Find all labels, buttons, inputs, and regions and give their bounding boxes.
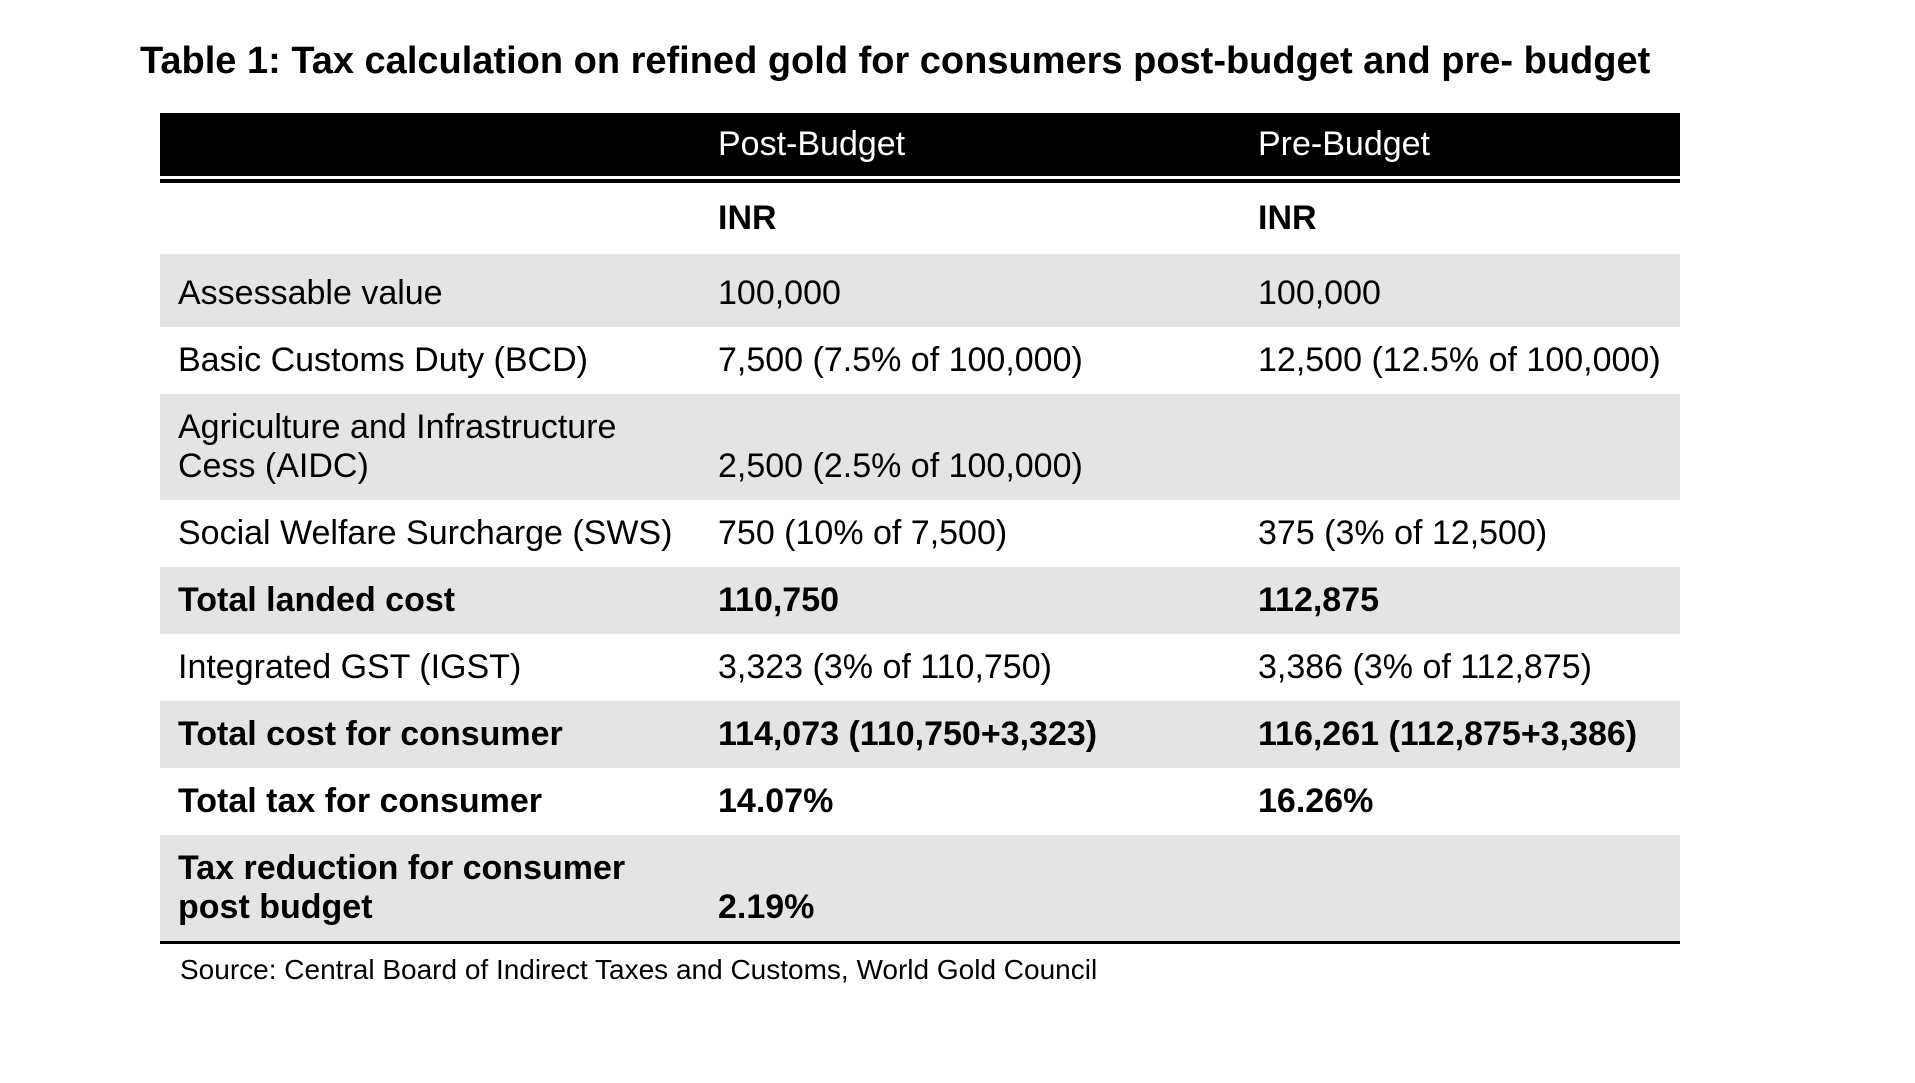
row-post-value: 100,000 (700, 257, 1240, 327)
table-row: Basic Customs Duty (BCD)7,500 (7.5% of 1… (160, 327, 1680, 394)
row-label: Total tax for consumer (160, 768, 700, 835)
row-label: Social Welfare Surcharge (SWS) (160, 500, 700, 567)
row-post-value: 2,500 (2.5% of 100,000) (700, 394, 1240, 500)
subheader-pre: INR (1240, 183, 1680, 257)
row-post-value: 7,500 (7.5% of 100,000) (700, 327, 1240, 394)
row-post-value: 750 (10% of 7,500) (700, 500, 1240, 567)
subheader-post: INR (700, 183, 1240, 257)
source-note: Source: Central Board of Indirect Taxes … (140, 954, 1775, 986)
row-post-value: 14.07% (700, 768, 1240, 835)
row-pre-value: 100,000 (1240, 257, 1680, 327)
row-label: Integrated GST (IGST) (160, 634, 700, 701)
header-pre-budget: Pre-Budget (1240, 113, 1680, 178)
row-pre-value (1240, 394, 1680, 500)
row-post-value: 110,750 (700, 567, 1240, 634)
table-row: Assessable value100,000100,000 (160, 257, 1680, 327)
row-label: Total landed cost (160, 567, 700, 634)
row-pre-value (1240, 835, 1680, 943)
table-row: Tax reduction for consumer post budget2.… (160, 835, 1680, 943)
row-post-value: 2.19% (700, 835, 1240, 943)
row-pre-value: 112,875 (1240, 567, 1680, 634)
header-post-budget: Post-Budget (700, 113, 1240, 178)
table-header-row: Post-Budget Pre-Budget (160, 113, 1680, 178)
row-post-value: 3,323 (3% of 110,750) (700, 634, 1240, 701)
table-row: Social Welfare Surcharge (SWS)750 (10% o… (160, 500, 1680, 567)
row-pre-value: 12,500 (12.5% of 100,000) (1240, 327, 1680, 394)
table-row: Total tax for consumer14.07%16.26% (160, 768, 1680, 835)
row-pre-value: 3,386 (3% of 112,875) (1240, 634, 1680, 701)
row-label: Basic Customs Duty (BCD) (160, 327, 700, 394)
page-container: Table 1: Tax calculation on refined gold… (0, 0, 1915, 1026)
table-body: Assessable value100,000100,000Basic Cust… (160, 257, 1680, 943)
row-label: Tax reduction for consumer post budget (160, 835, 700, 943)
table-title: Table 1: Tax calculation on refined gold… (140, 40, 1775, 83)
row-pre-value: 116,261 (112,875+3,386) (1240, 701, 1680, 768)
table-row: Total landed cost110,750112,875 (160, 567, 1680, 634)
table-row: Integrated GST (IGST)3,323 (3% of 110,75… (160, 634, 1680, 701)
table-row: Agriculture and Infrastructure Cess (AID… (160, 394, 1680, 500)
table-row: Total cost for consumer114,073 (110,750+… (160, 701, 1680, 768)
table-subheader-row: INR INR (160, 183, 1680, 257)
tax-table: Post-Budget Pre-Budget INR INR Assessabl… (160, 113, 1680, 944)
row-pre-value: 16.26% (1240, 768, 1680, 835)
row-label: Agriculture and Infrastructure Cess (AID… (160, 394, 700, 500)
subheader-blank (160, 183, 700, 257)
row-label: Assessable value (160, 257, 700, 327)
row-pre-value: 375 (3% of 12,500) (1240, 500, 1680, 567)
header-blank (160, 113, 700, 178)
row-label: Total cost for consumer (160, 701, 700, 768)
row-post-value: 114,073 (110,750+3,323) (700, 701, 1240, 768)
